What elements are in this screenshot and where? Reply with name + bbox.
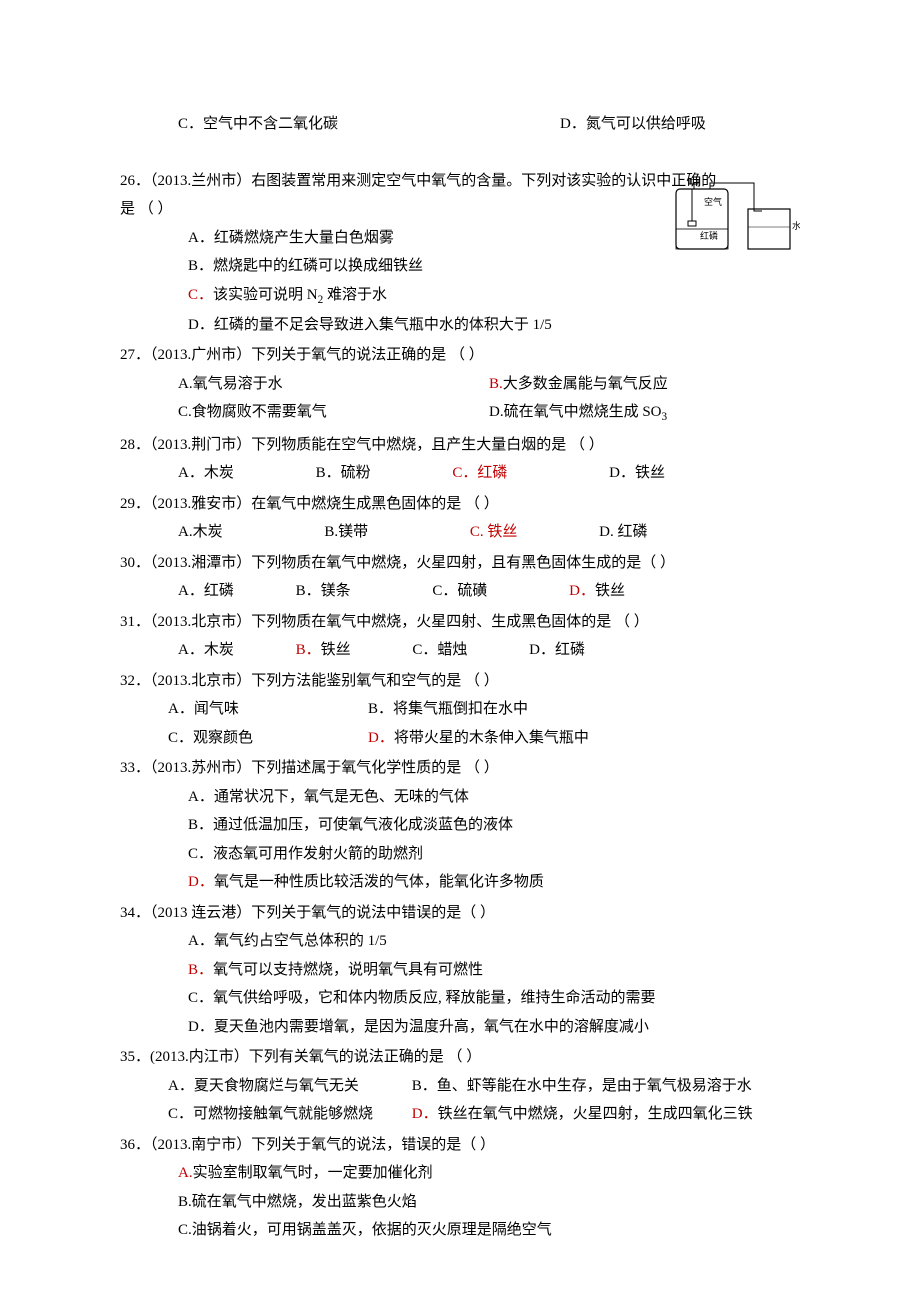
question-27: 27．（2013.广州市）下列关于氧气的说法正确的是 （ ） A.氧气易溶于水 … [120, 341, 800, 428]
option-a: A．闻气味 [168, 695, 368, 724]
question-34: 34．（2013 连云港）下列关于氧气的说法中错误的是（ ） A．氧气约占空气总… [120, 899, 800, 1042]
opt-b-label: B. [489, 376, 503, 392]
opt-d-label: D． [412, 1106, 438, 1122]
stem: 29．（2013.雅安市）在氧气中燃烧生成黑色固体的是 （ ） [120, 490, 800, 519]
opt-b-label: B． [188, 962, 213, 978]
option-c: C．可燃物接触氧气就能够燃烧 [168, 1100, 408, 1129]
stem: 32．（2013.北京市）下列方法能鉴别氧气和空气的是 （ ） [120, 667, 800, 696]
option-c: C. 铁丝 [470, 518, 518, 547]
option-a: A．红磷 [178, 577, 234, 606]
top-option-row: C．空气中不含二氧化碳 D．氮气可以供给呼吸 [120, 110, 800, 139]
question-30: 30．（2013.湘潭市）下列物质在氧气中燃烧，火星四射，且有黑色固体生成的是（… [120, 549, 800, 606]
option-a: A.实验室制取氧气时，一定要加催化剂 [120, 1159, 800, 1188]
option-c: C．红磷 [452, 459, 507, 488]
opt-a-label: A. [178, 1165, 193, 1181]
option-d: D．铁丝在氧气中燃烧，火星四射，生成四氧化三铁 [412, 1106, 753, 1122]
opt-b-text: 大多数金属能与氧气反应 [503, 376, 668, 392]
option-b: B．鱼、虾等能在水中生存，是由于氧气极易溶于水 [412, 1078, 752, 1094]
question-35: 35．(2013.内江市）下列有关氧气的说法正确的是 （ ） A．夏天食物腐烂与… [120, 1043, 800, 1129]
option-d: D．将带火星的木条伸入集气瓶中 [368, 724, 589, 753]
opt-c-tail: 难溶于水 [323, 287, 387, 303]
opt-a-text: 实验室制取氧气时，一定要加催化剂 [193, 1165, 433, 1181]
option-b: B．通过低温加压，可使氧气液化成淡蓝色的液体 [120, 811, 800, 840]
options: A．木炭 B．铁丝 C．蜡烛 D．红磷 [120, 636, 800, 665]
svg-text:水: 水 [792, 220, 800, 231]
option-d: D．氮气可以供给呼吸 [560, 110, 706, 139]
option-b: B．铁丝 [296, 636, 351, 665]
option-c: C．液态氧可用作发射火箭的助燃剂 [120, 840, 800, 869]
opt-b-text: 铁丝 [321, 642, 351, 658]
option-a: A．氧气约占空气总体积的 1/5 [120, 927, 800, 956]
opt-c-label: C． [188, 287, 213, 303]
option-row2: C．可燃物接触氧气就能够燃烧 D．铁丝在氧气中燃烧，火星四射，生成四氧化三铁 [120, 1100, 800, 1129]
option-b: B．硫粉 [316, 459, 371, 488]
apparatus-diagram: 空气 红磷 水 [670, 179, 800, 261]
option-c: C.食物腐败不需要氧气 [178, 398, 489, 428]
options: A．木炭 B．硫粉 C．红磷 D．铁丝 [120, 459, 800, 488]
options: A．红磷 B．镁条 C．硫磺 D．铁丝 [120, 577, 800, 606]
stem: 34．（2013 连云港）下列关于氧气的说法中错误的是（ ） [120, 899, 800, 928]
question-36: 36．（2013.南宁市）下列关于氧气的说法，错误的是（ ） A.实验室制取氧气… [120, 1131, 800, 1245]
stem: 33．（2013.苏州市）下列描述属于氧气化学性质的是 （ ） [120, 754, 800, 783]
option-c: C．观察颜色 [168, 724, 368, 753]
stem: 35．(2013.内江市）下列有关氧气的说法正确的是 （ ） [120, 1043, 800, 1072]
stem-line1: 26．（2013.兰州市）右图装置常用来测定空气中氧气的含量。下列对该实验的认识… [120, 173, 716, 189]
option-c: C．该实验可说明 N2 难溶于水 [120, 281, 800, 311]
option-d: D．夏天鱼池内需要增氧，是因为温度升高，氧气在水中的溶解度减小 [120, 1013, 800, 1042]
option-a: A.氧气易溶于水 [178, 370, 489, 399]
opt-d-text: 铁丝在氧气中燃烧，火星四射，生成四氧化三铁 [438, 1106, 753, 1122]
option-d: D.硫在氧气中燃烧生成 SO3 [489, 398, 800, 428]
option-row1: A．夏天食物腐烂与氧气无关 B．鱼、虾等能在水中生存，是由于氧气极易溶于水 [120, 1072, 800, 1101]
option-d: D. 红磷 [599, 518, 647, 547]
stem: 28．（2013.荆门市）下列物质能在空气中燃烧，且产生大量白烟的是 （ ） [120, 431, 800, 460]
opt-d-text: 氧气是一种性质比较活泼的气体，能氧化许多物质 [214, 874, 544, 890]
option-c: C．蜡烛 [412, 636, 467, 665]
opt-d-text: 将带火星的木条伸入集气瓶中 [394, 730, 589, 746]
option-d: D．氧气是一种性质比较活泼的气体，能氧化许多物质 [120, 868, 800, 897]
opt-d-text: 铁丝 [595, 583, 625, 599]
option-d: D．红磷的量不足会导致进入集气瓶中水的体积大于 1/5 [120, 311, 800, 340]
option-a: A．木炭 [178, 636, 234, 665]
question-33: 33．（2013.苏州市）下列描述属于氧气化学性质的是 （ ） A．通常状况下，… [120, 754, 800, 897]
opt-d-label: D． [368, 730, 394, 746]
option-c: C.油锅着火，可用锅盖盖灭，依据的灭火原理是隔绝空气 [120, 1216, 800, 1245]
option-a: A．夏天食物腐烂与氧气无关 [168, 1072, 408, 1101]
opt-b-label: B． [296, 642, 321, 658]
question-28: 28．（2013.荆门市）下列物质能在空气中燃烧，且产生大量白烟的是 （ ） A… [120, 431, 800, 488]
svg-text:红磷: 红磷 [700, 230, 718, 241]
option-c: C．氧气供给呼吸，它和体内物质反应, 释放能量，维持生命活动的需要 [120, 984, 800, 1013]
option-b: B．将集气瓶倒扣在水中 [368, 695, 528, 724]
options: A.木炭 B.镁带 C. 铁丝 D. 红磷 [120, 518, 800, 547]
svg-text:空气: 空气 [704, 196, 722, 207]
option-b: B．镁条 [296, 577, 351, 606]
option-a: A．木炭 [178, 459, 234, 488]
option-d: D．红磷 [529, 636, 585, 665]
question-26: 26．（2013.兰州市）右图装置常用来测定空气中氧气的含量。下列对该实验的认识… [120, 167, 800, 340]
question-32: 32．（2013.北京市）下列方法能鉴别氧气和空气的是 （ ） A．闻气味 B．… [120, 667, 800, 753]
opt-b-text: 氧气可以支持燃烧，说明氧气具有可燃性 [213, 962, 483, 978]
option-d: D．铁丝 [609, 459, 665, 488]
opt-c-text: 该实验可说明 N [213, 287, 318, 303]
option-a: A.木炭 [178, 518, 223, 547]
option-d: D．铁丝 [569, 577, 625, 606]
stem: 27．（2013.广州市）下列关于氧气的说法正确的是 （ ） [120, 341, 800, 370]
option-c: C．硫磺 [432, 577, 487, 606]
option-b: B.硫在氧气中燃烧，发出蓝紫色火焰 [120, 1188, 800, 1217]
opt-d-label: D． [569, 583, 595, 599]
question-31: 31．（2013.北京市）下列物质在氧气中燃烧，火星四射、生成黑色固体的是 （ … [120, 608, 800, 665]
question-29: 29．（2013.雅安市）在氧气中燃烧生成黑色固体的是 （ ） A.木炭 B.镁… [120, 490, 800, 547]
opt-d-sub: 3 [662, 411, 668, 423]
option-b: B.镁带 [324, 518, 368, 547]
option-c: C．空气中不含二氧化碳 [178, 110, 548, 139]
option-b: B．氧气可以支持燃烧，说明氧气具有可燃性 [120, 956, 800, 985]
opt-d-text: D.硫在氧气中燃烧生成 SO [489, 404, 662, 420]
opt-d-label: D． [188, 874, 214, 890]
option-a: A．通常状况下，氧气是无色、无味的气体 [120, 783, 800, 812]
stem: 31．（2013.北京市）下列物质在氧气中燃烧，火星四射、生成黑色固体的是 （ … [120, 608, 800, 637]
stem: 36．（2013.南宁市）下列关于氧气的说法，错误的是（ ） [120, 1131, 800, 1160]
stem: 30．（2013.湘潭市）下列物质在氧气中燃烧，火星四射，且有黑色固体生成的是（… [120, 549, 800, 578]
option-b: B.大多数金属能与氧气反应 [489, 370, 800, 399]
